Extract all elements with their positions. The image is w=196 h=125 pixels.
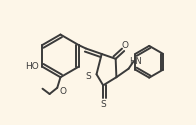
- Text: HO: HO: [25, 62, 39, 71]
- Text: O: O: [121, 41, 128, 50]
- Text: S: S: [100, 100, 106, 109]
- Text: HN: HN: [130, 57, 142, 66]
- Text: S: S: [85, 72, 91, 80]
- Text: O: O: [59, 87, 66, 96]
